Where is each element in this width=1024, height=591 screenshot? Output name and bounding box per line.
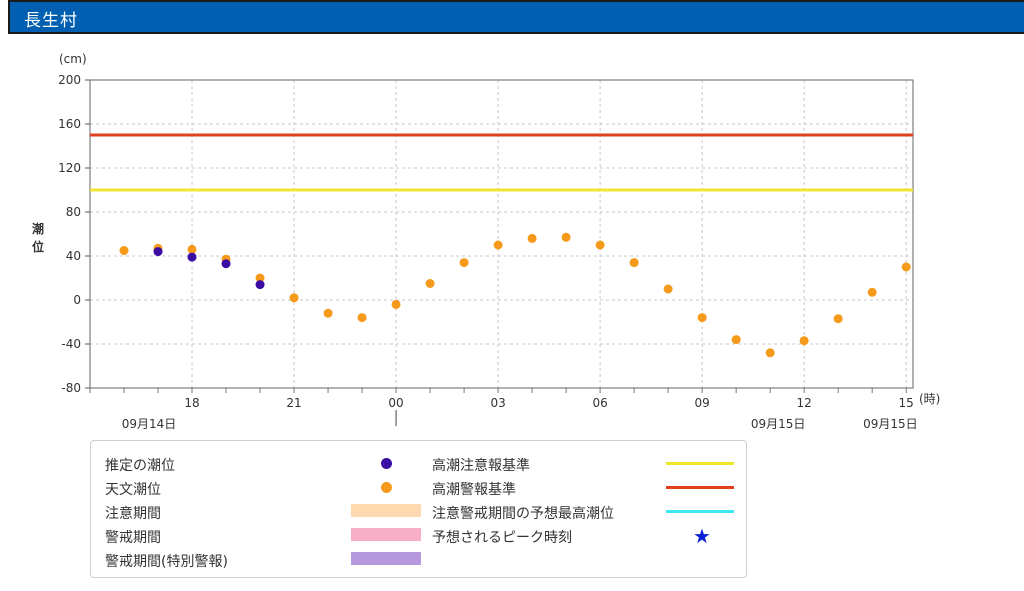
plot-area: [90, 80, 913, 388]
data-point: [221, 259, 231, 269]
legend-swatch-special-warning: [351, 552, 421, 565]
legend-item-peak-time: 予想されるピーク時刻 ★: [432, 525, 742, 547]
plot-frame: [89, 79, 914, 389]
x-tick-label: 06: [592, 396, 607, 410]
data-point: [187, 244, 197, 254]
y-tick-label: 80: [66, 205, 81, 219]
data-point: [255, 273, 265, 283]
legend-line-warning: [666, 486, 734, 489]
legend-swatch-caution: [351, 504, 421, 517]
data-point: [425, 279, 435, 288]
legend-dot-estimated: [381, 458, 392, 469]
legend-label: 推定の潮位: [105, 458, 175, 474]
y-tick-label: 160: [58, 117, 81, 131]
legend-label: 警戒期間(特別警報): [105, 554, 228, 570]
legend-label: 予想されるピーク時刻: [432, 530, 572, 546]
y-axis-title-char: 潮: [32, 221, 44, 236]
legend-item-caution-period: 注意期間: [105, 501, 421, 523]
y-tick-label: 200: [58, 73, 81, 87]
data-point: [561, 232, 571, 242]
x-tick-label: 18: [184, 396, 199, 410]
data-point: [595, 240, 605, 250]
data-point: [833, 314, 843, 324]
location-title: 長生村: [24, 11, 78, 31]
y-axis-title-char: 位: [32, 239, 44, 254]
data-point: [867, 287, 877, 297]
date-label: 09月15日: [751, 417, 806, 431]
data-point: [527, 233, 537, 243]
legend-swatch-warning: [351, 528, 421, 541]
legend-line-advisory: [666, 462, 734, 465]
legend-label: 注意警戒期間の予想最高潮位: [432, 506, 614, 522]
data-point: [391, 299, 401, 309]
data-point: [629, 258, 639, 268]
data-point: [765, 348, 775, 358]
y-tick-label: 120: [58, 161, 81, 175]
data-point: [289, 293, 299, 303]
data-point: [697, 313, 707, 323]
x-tick-label: 12: [797, 396, 812, 410]
y-unit-label: (cm): [59, 52, 87, 66]
legend-label: 高潮警報基準: [432, 482, 516, 498]
legend-dot-astronomical: [381, 482, 392, 493]
legend-item-warning-period: 警戒期間: [105, 525, 421, 547]
legend-line-max-forecast: [666, 510, 734, 513]
legend-item-advisory-level: 高潮注意報基準: [432, 453, 742, 475]
date-label: 09月14日: [122, 417, 177, 431]
star-icon: ★: [693, 524, 711, 548]
y-tick-label: -80: [61, 381, 81, 395]
x-tick-label: 21: [286, 396, 301, 410]
data-point: [901, 262, 911, 272]
date-label: 09月15日: [863, 417, 918, 431]
data-point: [799, 336, 809, 346]
x-tick-label: 00: [388, 396, 403, 410]
y-tick-label: 0: [73, 293, 81, 307]
legend-item-warning-level: 高潮警報基準: [432, 477, 742, 499]
data-point: [255, 280, 265, 290]
legend-item-astronomical-tide: 天文潮位: [105, 477, 405, 499]
x-tick-label: 03: [490, 396, 505, 410]
chart-legend: 推定の潮位 天文潮位 注意期間 警戒期間 警戒期間(特別警報) 高潮注意報基準 …: [90, 440, 747, 578]
legend-item-special-warning-period: 警戒期間(特別警報): [105, 549, 421, 571]
y-tick-label: -40: [61, 337, 81, 351]
x-tick-label: 15: [899, 396, 914, 410]
x-tick-label: 09: [695, 396, 710, 410]
legend-label: 高潮注意報基準: [432, 458, 530, 474]
legend-item-max-forecast: 注意警戒期間の予想最高潮位: [432, 501, 742, 523]
legend-label: 注意期間: [105, 506, 161, 522]
data-point: [663, 284, 673, 294]
legend-label: 警戒期間: [105, 530, 161, 546]
data-point: [493, 240, 503, 250]
legend-label: 天文潮位: [105, 482, 161, 498]
location-title-bar: 長生村: [8, 0, 1024, 34]
x-unit-label: (時): [919, 392, 940, 406]
legend-item-estimated-tide: 推定の潮位: [105, 453, 405, 475]
data-point: [357, 313, 367, 323]
data-point: [153, 247, 163, 257]
tide-chart: -80 -40 0 40 80 120 160 200 18 21 00 03 06 09 12 15 09月1…: [32, 52, 940, 431]
y-tick-label: 40: [66, 249, 81, 263]
data-point: [323, 308, 333, 318]
data-point: [731, 335, 741, 345]
data-point: [187, 252, 197, 262]
data-point: [119, 246, 129, 255]
data-point: [459, 258, 469, 268]
